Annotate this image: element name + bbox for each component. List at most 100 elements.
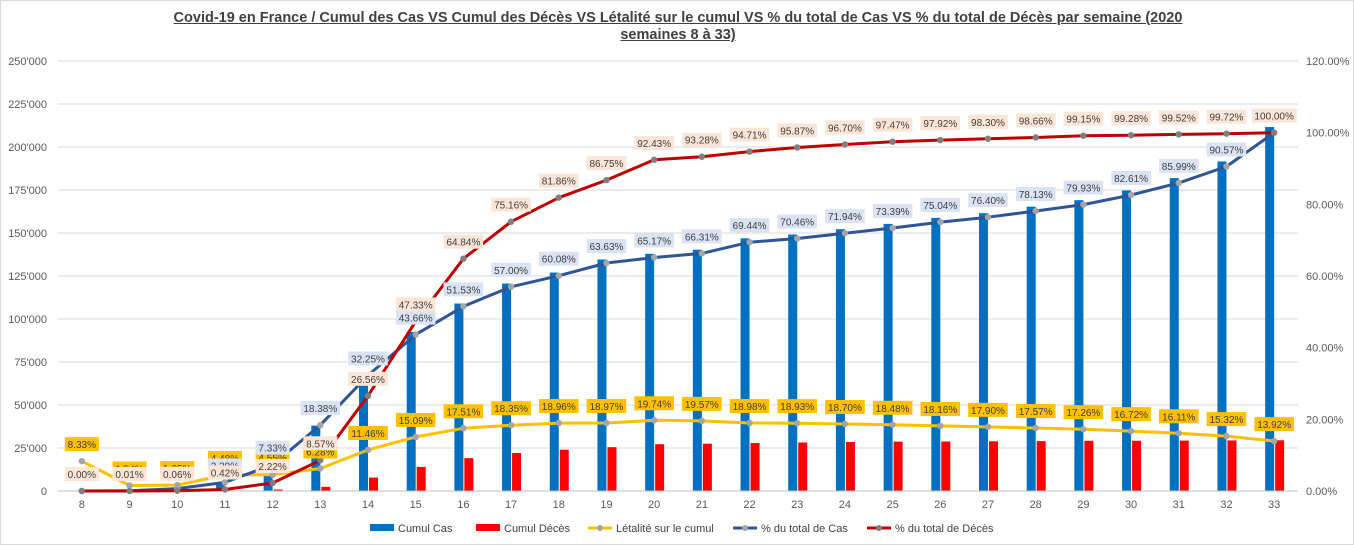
legend-marker xyxy=(876,525,882,531)
data-label-text: 18.48% xyxy=(876,404,910,415)
data-label-box xyxy=(1206,109,1247,124)
letalite-data-label: 17.57% xyxy=(1015,404,1056,419)
letalite-marker xyxy=(1223,432,1230,440)
data-label-box xyxy=(1206,142,1247,157)
cumul-deces-bar xyxy=(798,442,808,491)
data-label-box xyxy=(395,310,436,325)
data-label-text: 81.86% xyxy=(542,177,576,188)
pct-total-deces-marker xyxy=(269,479,276,487)
pct-total-deces-marker xyxy=(555,194,562,201)
data-label-text: 16.72% xyxy=(1114,410,1148,421)
x-tick-label: 33 xyxy=(1268,499,1280,511)
data-label-text: 99.28% xyxy=(1114,114,1148,125)
data-label-text: 0.01% xyxy=(115,470,143,481)
x-tick-label: 10 xyxy=(171,499,183,511)
y-left-tick-label: 125'000 xyxy=(8,271,47,283)
pct-total-deces-data-label: 47.33% xyxy=(395,297,436,312)
y-right-tick-label: 20.00% xyxy=(1306,414,1344,426)
data-label-box xyxy=(1063,111,1104,126)
pct-total-cas-marker xyxy=(841,230,849,237)
letalite-marker xyxy=(841,420,849,428)
letalite-data-label: 13.92% xyxy=(1254,417,1294,432)
data-label-box xyxy=(682,229,722,244)
legend-swatch xyxy=(370,524,394,531)
cumul-deces-bar xyxy=(321,486,331,491)
data-label-box xyxy=(348,371,388,386)
cumul-deces-bar xyxy=(559,449,569,491)
data-label-box xyxy=(968,193,1008,208)
data-label-text: 63.63% xyxy=(590,242,624,253)
pct-total-cas-data-label: 69.44% xyxy=(729,218,770,233)
data-label-text: 60.08% xyxy=(542,255,576,266)
letalite-data-label: 15.32% xyxy=(1206,412,1247,427)
data-label-text: 8.33% xyxy=(68,440,96,451)
pct-total-cas-marker xyxy=(1223,163,1230,170)
x-tick-label: 17 xyxy=(505,499,517,511)
data-label-box xyxy=(825,120,865,135)
letalite-marker xyxy=(1032,424,1039,432)
pct-total-cas-marker xyxy=(1032,207,1039,215)
data-label-text: 0.42% xyxy=(211,468,239,479)
letalite-data-label: 17.26% xyxy=(1063,405,1104,420)
y-right-tick-label: 120.00% xyxy=(1306,56,1350,68)
letalite-data-label: 18.70% xyxy=(825,399,865,414)
data-label-box xyxy=(303,436,338,451)
data-label-box xyxy=(538,173,579,188)
data-label-box xyxy=(968,114,1008,129)
letalite-data-label: 18.35% xyxy=(491,401,531,416)
letalite-data-label: 18.97% xyxy=(586,399,627,414)
x-tick-label: 31 xyxy=(1173,499,1185,511)
data-label-text: 79.93% xyxy=(1066,184,1100,195)
cumul-deces-bar xyxy=(1036,441,1046,491)
pct-total-cas-marker xyxy=(412,331,419,338)
letalite-marker xyxy=(698,417,706,425)
data-label-text: 75.04% xyxy=(923,201,957,212)
data-label-text: 18.35% xyxy=(494,404,528,415)
pct-total-deces-marker xyxy=(1223,130,1230,137)
pct-total-cas-marker xyxy=(746,238,753,246)
cumul-cas-bar xyxy=(692,249,702,491)
pct-total-deces-data-label: 99.52% xyxy=(1158,110,1199,125)
data-label-box xyxy=(395,412,436,427)
data-label-box xyxy=(920,401,961,416)
data-label-box xyxy=(1254,417,1294,432)
pct-total-cas-data-label: 43.66% xyxy=(395,310,436,325)
pct-total-deces-data-label: 98.30% xyxy=(968,114,1008,129)
data-label-box xyxy=(1063,405,1104,420)
letalite-marker xyxy=(1080,425,1087,433)
pct-total-cas-marker xyxy=(794,235,801,242)
data-label-text: 18.96% xyxy=(542,402,576,413)
pct-total-cas-marker xyxy=(221,479,229,486)
cumul-deces-bar xyxy=(845,441,855,491)
data-label-text: 57.00% xyxy=(494,266,528,277)
data-label-text: 90.57% xyxy=(1210,145,1244,156)
data-label-text: 18.97% xyxy=(590,402,624,413)
data-label-text: 17.26% xyxy=(1066,408,1100,419)
cumul-deces-bar xyxy=(1132,440,1142,491)
letalite-marker xyxy=(364,446,372,454)
pct-total-deces-marker xyxy=(1270,129,1278,136)
y-right-tick-label: 80.00% xyxy=(1306,199,1344,211)
data-label-text: 96.70% xyxy=(828,123,862,134)
pct-total-cas-marker xyxy=(603,259,610,267)
gridlines xyxy=(58,60,1298,492)
data-label-text: 15.09% xyxy=(399,416,433,427)
pct-total-deces-data-label: 92.43% xyxy=(634,135,674,150)
data-label-box xyxy=(348,425,388,440)
pct-total-deces-data-label: 0.42% xyxy=(207,465,242,480)
data-label-text: 6.28% xyxy=(306,447,334,458)
pct-total-deces-data-label: 98.66% xyxy=(1015,113,1056,128)
cumul-cas-bar xyxy=(1169,178,1179,491)
pct-total-deces-data-label: 0.06% xyxy=(160,466,195,481)
data-label-box xyxy=(777,123,818,138)
cumul-cas-bar xyxy=(1217,161,1227,491)
pct-total-deces-marker xyxy=(794,144,801,151)
pct-total-deces-data-label: 26.56% xyxy=(348,371,388,386)
letalite-data-label: 18.96% xyxy=(538,399,579,414)
pct-total-deces-data-label: 99.28% xyxy=(1111,111,1151,126)
data-label-box xyxy=(1111,407,1151,422)
pct-total-deces-marker xyxy=(984,135,992,142)
cumul-deces-bar xyxy=(512,452,522,491)
letalite-marker xyxy=(937,422,944,430)
cumul-deces-bar xyxy=(941,441,951,491)
